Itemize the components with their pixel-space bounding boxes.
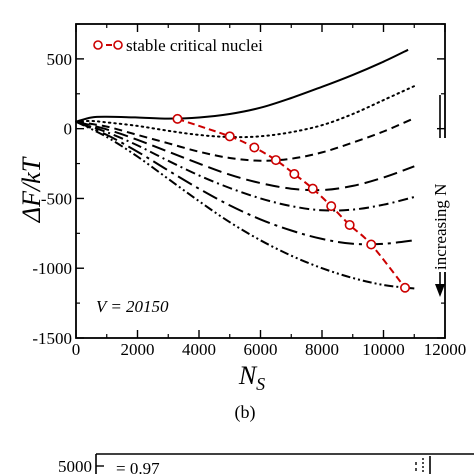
critical-nucleus-point — [366, 239, 377, 250]
x-tick-label: 12000 — [424, 340, 467, 359]
y-axis-title: ΔF/kT — [17, 156, 46, 223]
arrow-label: increasing N — [431, 184, 450, 270]
arrow-label-bg — [430, 138, 450, 272]
critical-nucleus-point — [400, 282, 411, 293]
x-axis-title-main: N — [238, 361, 258, 390]
lower-panel-y-tick-label: 5000 — [58, 457, 92, 474]
y-tick-label: -500 — [41, 189, 72, 208]
critical-nucleus-point — [270, 155, 281, 166]
legend-sample-marker-left — [93, 40, 103, 50]
x-tick-label: 10000 — [362, 340, 405, 359]
legend-label: stable critical nuclei — [126, 36, 263, 55]
series-line-dashed — [75, 117, 415, 162]
critical-nucleus-point — [224, 131, 235, 142]
series-line-long-dashed — [75, 120, 415, 192]
legend-sample-marker-right — [113, 40, 123, 50]
lower-panel-partial-label: = 0.97 — [116, 459, 160, 474]
x-tick-label: 6000 — [244, 340, 278, 359]
series-group — [75, 48, 416, 290]
series-line-long-dash-dot — [75, 120, 415, 246]
x-tick-label: 4000 — [182, 340, 216, 359]
axis-ticks: 0 2000 4000 6000 8000 10000 12000 500 0 -500 -1000… — [32, 23, 467, 359]
critical-nucleus-point — [289, 169, 300, 180]
volume-annotation: V = 20150 — [96, 297, 169, 316]
lower-panel: 5000 = 0.97 — [58, 453, 474, 474]
critical-nuclei-line — [177, 117, 406, 289]
x-tick-label: 0 — [72, 340, 81, 359]
series-line-dash-dot — [75, 120, 415, 212]
legend: stable critical nuclei — [93, 36, 263, 55]
y-tick-label: 500 — [47, 50, 73, 69]
critical-nucleus-point — [172, 113, 183, 124]
critical-nucleus-point — [249, 142, 260, 153]
series-line-solid — [75, 48, 409, 123]
y-tick-label: -1500 — [32, 329, 72, 348]
x-tick-label: 2000 — [121, 340, 155, 359]
plot-frame — [75, 23, 446, 339]
panel-label: (b) — [235, 402, 256, 423]
critical-nucleus-point — [307, 183, 318, 194]
series-line-dash-dot-dot — [75, 120, 415, 290]
plot-border — [75, 23, 446, 339]
x-axis-title: NS — [238, 361, 265, 394]
critical-nucleus-point — [326, 201, 337, 212]
x-tick-label: 8000 — [305, 340, 339, 359]
critical-nuclei-series — [172, 113, 411, 293]
critical-nucleus-point — [344, 219, 355, 230]
y-tick-label: -1000 — [32, 259, 72, 278]
y-tick-label: 0 — [64, 120, 73, 139]
increasing-n-arrow: increasing N — [430, 95, 450, 297]
x-axis-title-sub: S — [256, 374, 265, 394]
arrow-head — [435, 284, 445, 297]
